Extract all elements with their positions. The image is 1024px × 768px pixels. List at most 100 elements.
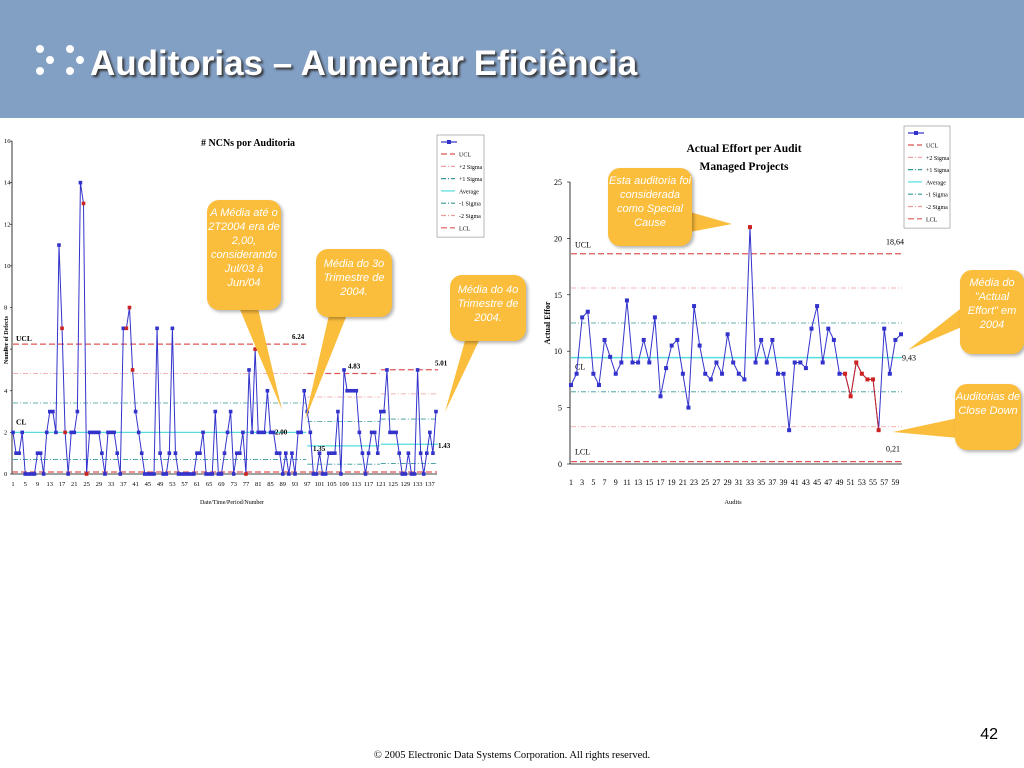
- chart2-data-point: [831, 337, 836, 342]
- copyright-footer: © 2005 Electronic Data Systems Corporati…: [373, 750, 651, 761]
- chart1-data-point: [207, 472, 211, 476]
- chart1-data-point: [271, 430, 276, 435]
- chart2-data-point: [787, 428, 792, 433]
- chart2-data-point: [591, 371, 596, 376]
- chart1-data-point: [164, 472, 169, 476]
- chart1-x-tick-label: 13: [47, 481, 54, 488]
- chart2-x-tick-label: 21: [679, 478, 687, 487]
- chart1-data-point: [311, 472, 316, 476]
- slide-title: Auditorias – Aumentar Eficiência: [90, 44, 638, 83]
- chart1-data-point: [87, 430, 92, 435]
- chart1-data-point: [434, 409, 438, 414]
- chart2-data-point: [837, 371, 842, 376]
- chart2-data-point: [703, 371, 708, 376]
- chart1-data-point: [93, 430, 98, 435]
- chart2-legend-label: +1 Sigma: [926, 168, 950, 174]
- chart1-data-point: [412, 472, 417, 476]
- chart1-data-point: [23, 472, 28, 476]
- chart1-data-point: [293, 472, 297, 476]
- chart1-data-point: [418, 451, 423, 455]
- chart2-out-of-control-point: [843, 371, 848, 376]
- chart1-x-tick-label: 29: [96, 481, 103, 488]
- chart1-data-point: [231, 472, 236, 476]
- chart1-legend-series-marker: [447, 140, 451, 144]
- chart1-x-tick-label: 85: [267, 481, 274, 488]
- chart1-x-tick-label: 33: [108, 481, 115, 488]
- chart2-x-tick-label: 7: [603, 478, 607, 487]
- chart1-data-point: [35, 451, 40, 455]
- chart1-y-tick-label: 8: [4, 305, 7, 312]
- chart1-data-point: [66, 472, 70, 476]
- chart2-limit-value: 18,64: [886, 238, 904, 247]
- chart1-data-point: [250, 430, 254, 435]
- chart1-x-tick-label: 121: [376, 481, 386, 488]
- chart2-data-point: [731, 360, 736, 365]
- chart2-x-tick-label: 25: [701, 478, 709, 487]
- chart2-data-point: [725, 332, 730, 337]
- chart2-y-tick-label: 5: [558, 404, 562, 413]
- chart1-data-point: [100, 451, 104, 455]
- chart2-data-point: [792, 360, 797, 365]
- chart2-y-tick-label: 20: [554, 234, 562, 243]
- chart1-data-point: [143, 472, 147, 476]
- chart1-limit-value: 6.24: [292, 333, 305, 341]
- chart1-data-point: [228, 409, 233, 414]
- chart2-data-point: [630, 360, 635, 365]
- chart2-data-point: [580, 315, 585, 320]
- chart2-ucl-label: UCL: [575, 241, 591, 250]
- chart1-data-point: [323, 472, 328, 476]
- chart2-x-tick-label: 1: [569, 478, 573, 487]
- chart1-data-point: [173, 451, 178, 455]
- chart2-data-point: [647, 360, 652, 365]
- chart1-data-point: [90, 430, 95, 435]
- chart1-data-point: [363, 472, 368, 476]
- chart1-data-point: [302, 388, 306, 393]
- chart1-out-of-control-point: [253, 347, 257, 351]
- chart1-data-point: [428, 430, 432, 435]
- chart1-data-point: [234, 451, 239, 455]
- chart2-data-point: [675, 337, 680, 342]
- chart1-x-tick-label: 77: [243, 481, 250, 488]
- chart1-data-point: [425, 451, 429, 455]
- chart1-data-point: [345, 388, 349, 393]
- chart2-legend-label: LCL: [926, 217, 938, 223]
- chart1-data-point: [290, 451, 294, 455]
- chart1-data-point: [421, 472, 426, 476]
- chart1-data-point: [415, 368, 420, 372]
- chart2-x-tick-label: 31: [735, 478, 743, 487]
- chart2-title: Actual Effort per Audit: [686, 143, 801, 155]
- chart1-legend-label: Average: [459, 189, 479, 195]
- chart2-data-point: [803, 366, 808, 371]
- chart1-data-point: [118, 472, 123, 476]
- chart1-data-point: [259, 430, 264, 435]
- chart1-x-tick-label: 89: [279, 481, 286, 488]
- chart1-data-point: [375, 451, 380, 455]
- chart2-data-point: [613, 371, 618, 376]
- chart2-data-point: [692, 304, 697, 309]
- chart1-limit-value: 1.35: [313, 445, 326, 453]
- chart1-data-point: [308, 430, 313, 435]
- chart1-data-point: [152, 472, 156, 476]
- chart2-data-point: [798, 360, 803, 365]
- chart1-data-point: [47, 409, 52, 414]
- chart1-y-tick-label: 10: [4, 263, 11, 270]
- chart1-out-of-control-point: [81, 201, 86, 206]
- chart1-data-point: [188, 472, 193, 476]
- effort-chart-panel: Actual Effort per Audit Managed Projects 0…: [538, 122, 968, 522]
- chart2-data-point: [664, 366, 669, 371]
- chart1-data-point: [277, 451, 282, 455]
- chart1-data-point: [351, 388, 356, 393]
- chart2-data-point: [669, 343, 674, 348]
- chart2-data-point: [652, 315, 657, 320]
- chart1-limit-value: 1.43: [438, 442, 451, 450]
- chart2-x-tick-label: 47: [824, 478, 832, 487]
- chart1-limit-value: 2.00: [275, 428, 288, 436]
- chart1-data-point: [366, 451, 371, 455]
- chart2-y-tick-label: 0: [558, 460, 562, 469]
- chart1-out-of-control-point: [244, 472, 248, 476]
- chart2-data-point: [658, 394, 663, 399]
- chart2-legend-label: +2 Sigma: [926, 156, 950, 162]
- chart2-data-point: [887, 371, 892, 376]
- chart1-data-point: [431, 451, 435, 455]
- chart2-data-point: [775, 371, 780, 376]
